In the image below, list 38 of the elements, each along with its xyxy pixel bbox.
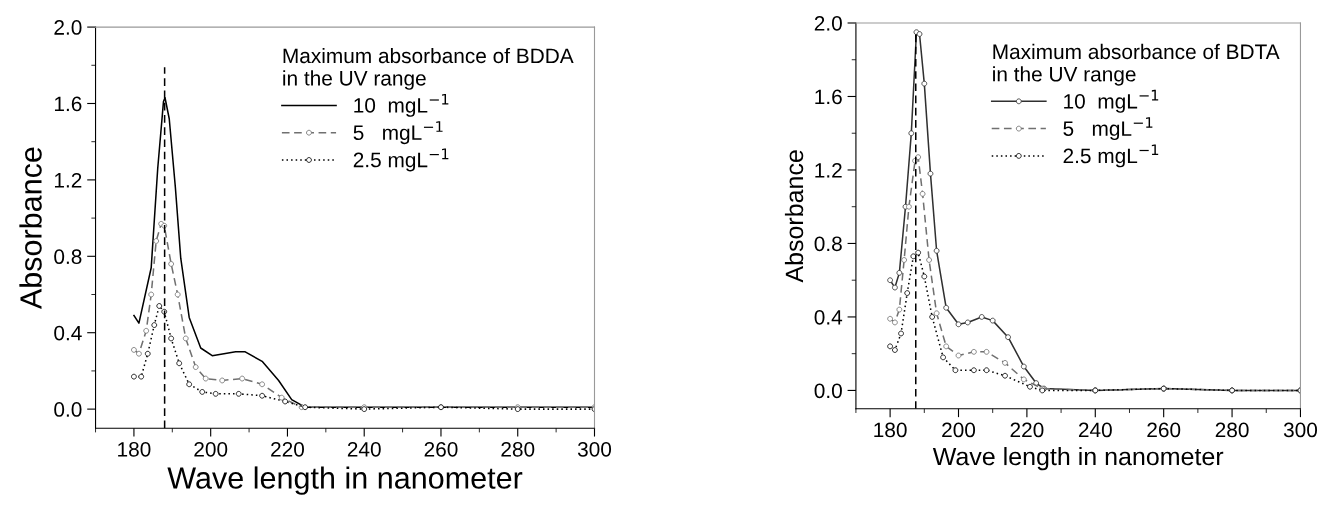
y-tick-label: 2.0	[814, 16, 842, 31]
y-tick-label: 0.4	[814, 309, 843, 325]
x-tick-label: 300	[577, 441, 612, 457]
x-tick-label: 240	[1078, 422, 1112, 438]
x-tick-label: 240	[347, 441, 381, 457]
legend-title: Maximum absorbance of BDDA in the UV range	[283, 47, 574, 90]
y-axis-title: Absorbance	[784, 150, 804, 283]
x-tick-label: 260	[424, 441, 458, 457]
x-tick-label: 300	[1283, 422, 1318, 438]
x-tick-label: 180	[118, 441, 151, 457]
y-tick-label: 2.0	[54, 20, 82, 35]
legend-label: 5 mgL$^{−1}$	[353, 121, 443, 145]
y-tick-label: 1.2	[54, 172, 82, 188]
legend-label: 10 mgL$^{−1}$	[354, 93, 449, 117]
x-axis-title: Wave length in nanometer	[167, 466, 523, 495]
y-tick-label: 0.0	[814, 383, 842, 399]
x-tick-label: 280	[501, 441, 535, 457]
x-axis-title: Wave length in nanometer	[932, 446, 1224, 471]
x-tick-label: 260	[1147, 422, 1181, 438]
x-tick-label: 180	[874, 422, 907, 438]
x-tick-label: 220	[1010, 422, 1044, 438]
legend-label: 2.5 mgL$^{−1}$	[353, 148, 449, 172]
x-tick-label: 200	[942, 422, 976, 438]
y-tick-label: 0.8	[54, 249, 82, 265]
legend-title: Maximum absorbance of BDTA in the UV range	[993, 43, 1280, 86]
x-tick-label: 280	[1215, 422, 1249, 438]
y-tick-label: 1.6	[54, 96, 82, 112]
legend-label: 2.5 mgL$^{−1}$	[1063, 144, 1159, 168]
y-axis-title: Absorbance	[19, 147, 42, 310]
legend-label: 10 mgL$^{−1}$	[1064, 89, 1159, 113]
y-tick-label: 1.6	[815, 89, 842, 105]
y-tick-label: 0.0	[54, 402, 82, 417]
x-tick-label: 200	[194, 441, 228, 457]
legend-label: 5 mgL$^{−1}$	[1063, 117, 1153, 141]
y-tick-label: 1.2	[815, 162, 842, 178]
y-tick-label: 0.4	[54, 325, 82, 341]
y-tick-label: 0.8	[814, 236, 842, 252]
x-tick-label: 220	[271, 441, 305, 457]
